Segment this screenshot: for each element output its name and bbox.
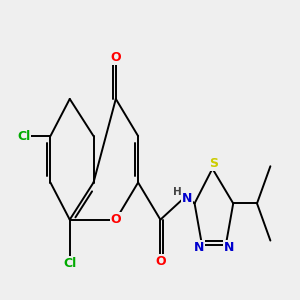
Text: N: N [224, 241, 234, 254]
Text: O: O [110, 51, 121, 64]
Text: O: O [110, 213, 121, 226]
Text: S: S [209, 158, 218, 170]
Text: O: O [155, 255, 166, 268]
Text: N: N [194, 241, 204, 254]
Text: Cl: Cl [17, 130, 30, 142]
Text: Cl: Cl [63, 257, 76, 270]
Text: N: N [182, 192, 192, 205]
Text: H: H [173, 187, 182, 197]
